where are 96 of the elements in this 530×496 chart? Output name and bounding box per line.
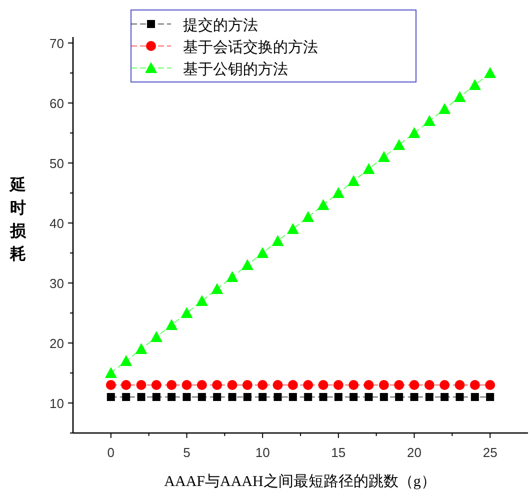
y-tick-label: 10 (50, 396, 64, 411)
point (302, 211, 314, 222)
point (470, 380, 480, 390)
point (135, 343, 148, 354)
point (348, 175, 360, 186)
point (226, 271, 238, 282)
point (243, 393, 252, 401)
point (454, 91, 466, 102)
y-axis-title: 延时损耗 (9, 176, 27, 263)
point (241, 259, 254, 270)
x-axis-title: AAAF与AAAH之间最短路径的跳数（g） (164, 473, 436, 490)
point (378, 151, 390, 162)
point (151, 380, 162, 390)
point (182, 393, 191, 401)
x-tick-label: 5 (183, 445, 190, 460)
x-tick-label: 0 (107, 445, 115, 460)
point (104, 367, 117, 378)
legend-label: 基于公钥的方法 (183, 61, 288, 78)
y-tick-label: 20 (50, 336, 64, 351)
point (350, 393, 358, 401)
point (258, 380, 268, 390)
y-tick-label: 50 (50, 156, 64, 171)
point (425, 393, 434, 401)
point (380, 393, 388, 401)
point (213, 393, 222, 401)
point (486, 393, 494, 401)
point (468, 79, 481, 90)
x-tick-label: 15 (331, 445, 346, 460)
x-tick-label: 20 (407, 445, 422, 460)
point (198, 393, 206, 401)
point (394, 380, 404, 390)
point (256, 247, 269, 258)
point (288, 393, 297, 401)
point (393, 139, 406, 150)
point (121, 380, 132, 390)
y-tick-label: 70 (50, 36, 64, 51)
y-tick-label: 60 (50, 96, 64, 111)
point (364, 393, 373, 401)
point (348, 380, 359, 390)
point (333, 380, 344, 390)
point (182, 380, 192, 390)
y-tick-label: 40 (50, 216, 64, 231)
point (106, 393, 115, 401)
x-tick-label: 10 (255, 445, 270, 460)
point (212, 380, 222, 390)
point (317, 199, 330, 210)
point (456, 393, 464, 401)
point (168, 393, 176, 401)
point (286, 223, 299, 234)
point (454, 380, 465, 390)
point (438, 103, 451, 114)
point (364, 380, 374, 390)
point (196, 380, 207, 390)
point (484, 67, 496, 78)
point (136, 380, 146, 390)
point (395, 393, 404, 401)
point (334, 393, 342, 401)
point (318, 380, 328, 390)
point (470, 393, 479, 401)
point (319, 393, 328, 401)
y-tick-label: 30 (50, 276, 64, 291)
point (409, 380, 420, 390)
point (150, 331, 162, 342)
point (424, 380, 434, 390)
point (378, 380, 389, 390)
point (166, 319, 178, 330)
legend-label: 提交的方法 (183, 17, 258, 34)
legend-label: 基于会话交换的方法 (183, 39, 318, 56)
point (106, 380, 116, 390)
point (258, 393, 267, 401)
point (274, 393, 282, 401)
point (440, 380, 450, 390)
point (272, 235, 284, 246)
point (211, 283, 224, 294)
point (410, 393, 418, 401)
point (485, 380, 496, 390)
point (423, 115, 436, 126)
point (180, 307, 193, 318)
point (122, 393, 130, 401)
point (288, 380, 298, 390)
point (137, 393, 146, 401)
point (272, 380, 283, 390)
point (362, 163, 375, 174)
point (332, 187, 344, 198)
point (152, 393, 160, 401)
point (408, 127, 420, 138)
point (303, 380, 314, 390)
x-tick-label: 25 (482, 445, 498, 460)
point (196, 295, 208, 306)
point (228, 393, 236, 401)
point (120, 355, 132, 366)
point (242, 380, 252, 390)
point (166, 380, 177, 390)
point (227, 380, 238, 390)
point (440, 393, 449, 401)
point (304, 393, 312, 401)
